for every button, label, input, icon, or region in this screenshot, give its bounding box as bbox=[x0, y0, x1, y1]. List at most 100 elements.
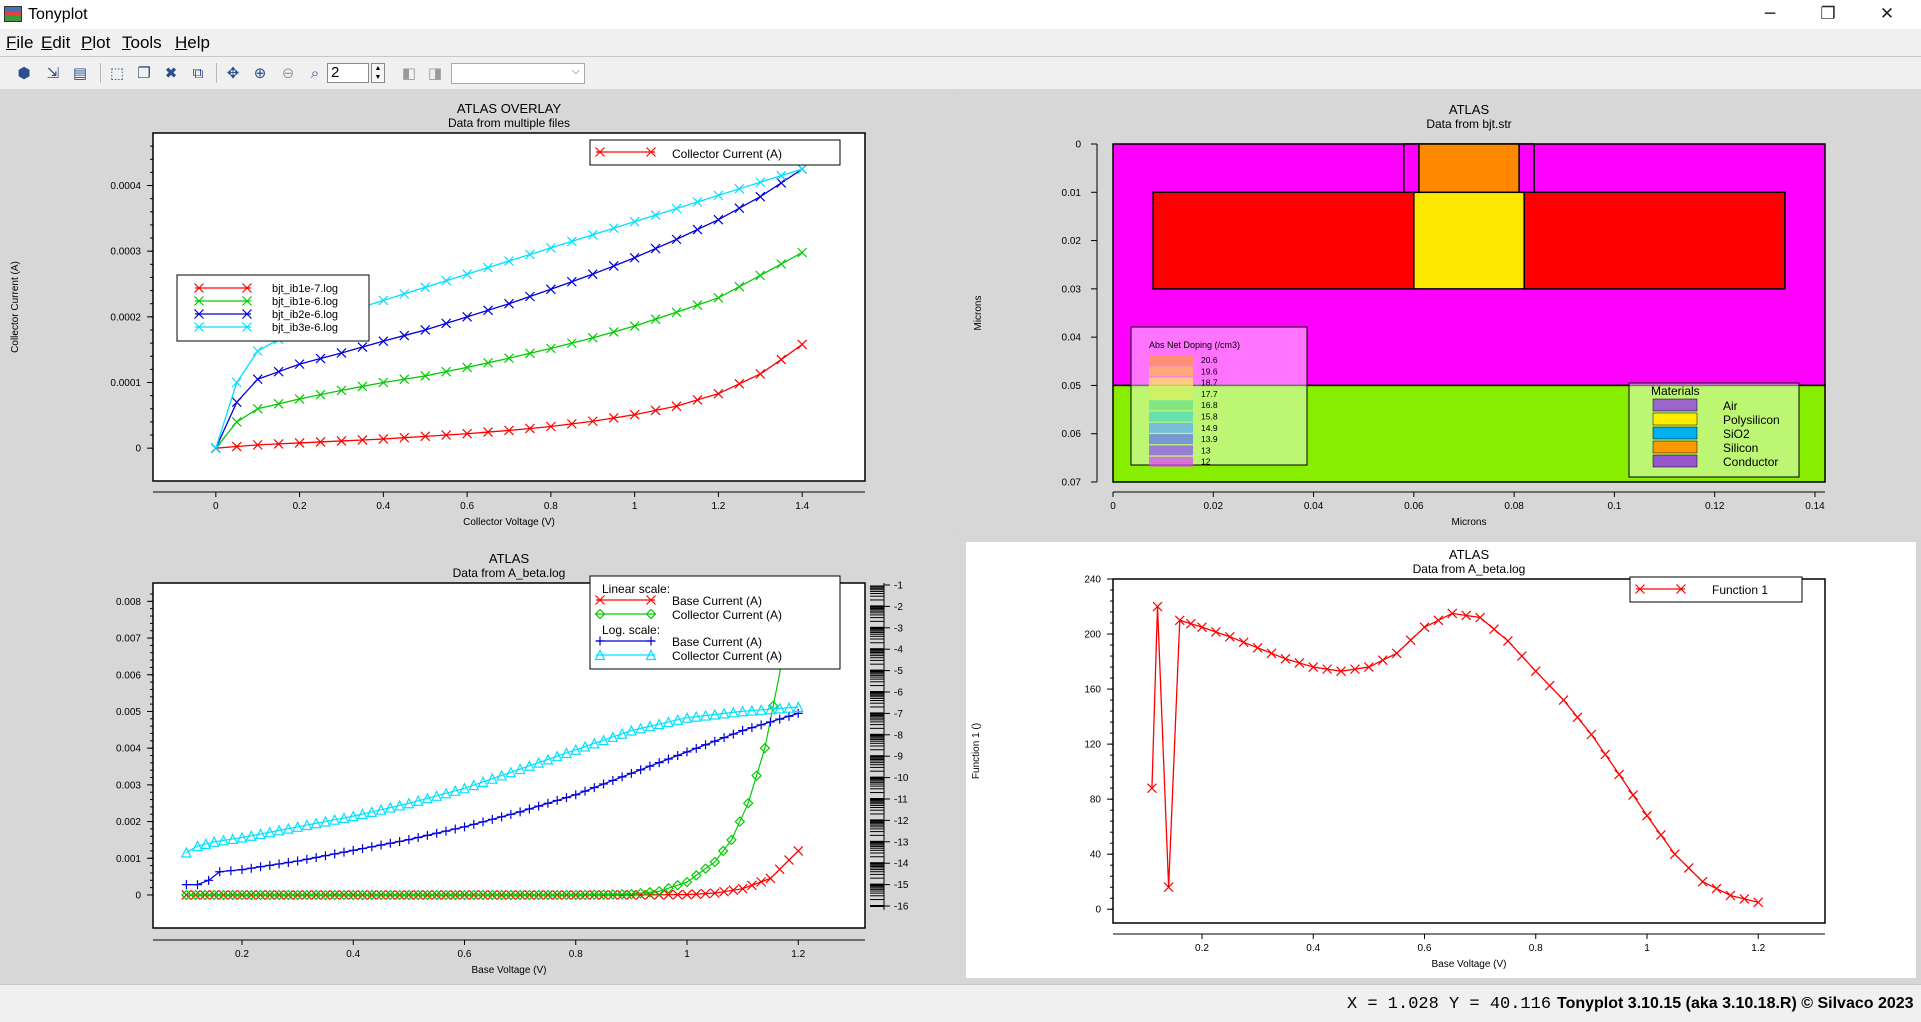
structure-x-tick-label: 0.02 bbox=[1204, 501, 1224, 512]
function-point bbox=[1753, 897, 1764, 908]
function-point bbox=[1516, 651, 1527, 661]
beta-point bbox=[227, 889, 239, 901]
function-point bbox=[1655, 830, 1666, 840]
beta-point bbox=[431, 789, 443, 801]
beta-point bbox=[690, 710, 702, 722]
overlay-point bbox=[273, 366, 284, 377]
beta-point bbox=[793, 708, 803, 718]
plot-selector-combo[interactable]: ⌵ bbox=[451, 63, 585, 84]
copy-icon[interactable]: ❐ bbox=[137, 64, 151, 82]
zoom-in-icon[interactable]: ⊕ bbox=[253, 64, 267, 82]
function-point bbox=[1586, 729, 1597, 740]
beta-point bbox=[329, 813, 341, 825]
menu-file[interactable]: File bbox=[6, 33, 33, 53]
beta-point bbox=[192, 840, 203, 852]
structure-x-tick-label: 0.06 bbox=[1404, 501, 1424, 512]
materials-legend-label-2: Polysilicon bbox=[1723, 413, 1780, 427]
overlay-point bbox=[441, 430, 452, 440]
overlay-point bbox=[399, 374, 410, 385]
beta-point bbox=[193, 880, 202, 890]
function-point bbox=[1322, 664, 1333, 675]
structure-x-label: Microns bbox=[1451, 517, 1486, 528]
structure-y-label: Microns bbox=[973, 295, 984, 330]
menu-plot[interactable]: Plot bbox=[81, 33, 110, 53]
beta-point bbox=[653, 885, 665, 897]
overlay-plot-panel[interactable]: ATLAS OVERLAY Data from multiple files 0 0.… bbox=[0, 89, 958, 533]
overlay-point bbox=[336, 436, 347, 446]
beta-plot-panel[interactable]: ATLAS Data from A_beta.log 0.2 0.4 0.6 0.8 1 1.… bbox=[0, 538, 958, 984]
beta-x-tick-label: 0.6 bbox=[458, 949, 472, 960]
beta-point bbox=[681, 876, 693, 888]
beta-point bbox=[385, 838, 395, 848]
materials-legend-swatch bbox=[1652, 412, 1698, 426]
overlay-point bbox=[587, 332, 598, 343]
print-icon[interactable]: ▤ bbox=[72, 64, 88, 82]
menu-help[interactable]: Help bbox=[175, 33, 210, 53]
pan-icon[interactable]: ✥ bbox=[226, 64, 240, 82]
copy-stack-icon[interactable]: ⧉ bbox=[192, 64, 204, 82]
function-point bbox=[1433, 615, 1444, 626]
overlay-point bbox=[713, 388, 724, 399]
doping-legend-label-7: 14.9 bbox=[1201, 423, 1218, 433]
delete-icon[interactable]: ✖ bbox=[164, 64, 178, 82]
beta-point bbox=[700, 863, 711, 875]
overlay-point bbox=[734, 203, 745, 214]
beta-point bbox=[486, 889, 498, 901]
beta-point bbox=[747, 723, 757, 733]
beta-point bbox=[460, 822, 469, 832]
overlay-top-legend-label: Collector Current (A) bbox=[672, 147, 782, 161]
menu-edit[interactable]: Edit bbox=[41, 33, 70, 53]
function-x-tick-label: 0.8 bbox=[1529, 943, 1543, 954]
beta-point bbox=[505, 889, 517, 901]
function-y-tick-label: 200 bbox=[1084, 630, 1101, 641]
zoom-out-icon[interactable]: ⊖ bbox=[281, 64, 295, 82]
beta-point bbox=[486, 772, 498, 784]
prev-frame-icon[interactable]: ◧ bbox=[401, 64, 417, 82]
overlay-point bbox=[399, 432, 410, 443]
materials-legend-title: Materials bbox=[1651, 384, 1700, 398]
beta-legend-label-3: Base Current (A) bbox=[672, 635, 762, 649]
zoom-level-input[interactable]: 2 bbox=[327, 63, 369, 83]
beta-point bbox=[338, 889, 350, 901]
overlay-point bbox=[797, 247, 808, 258]
beta-point bbox=[617, 772, 627, 782]
beta-point bbox=[514, 763, 526, 775]
overlay-point bbox=[650, 314, 661, 325]
overlay-point bbox=[545, 421, 556, 432]
structure-plot-panel[interactable]: ATLAS Data from bjt.str 0 0.02 0.04 0.06 0.08 0… bbox=[961, 89, 1921, 533]
overlay-point bbox=[420, 371, 431, 381]
beta-point bbox=[738, 726, 748, 736]
structure-y-tick-label: 0.05 bbox=[1062, 381, 1082, 392]
beta-y2-tick-label: -2 bbox=[894, 602, 903, 613]
minimize-button[interactable]: ─ bbox=[1764, 4, 1776, 24]
select-region-icon[interactable]: ⬚ bbox=[109, 64, 125, 82]
function-point bbox=[1461, 610, 1472, 621]
beta-point bbox=[552, 795, 562, 805]
function-legend-label: Function 1 bbox=[1712, 583, 1768, 597]
function-point bbox=[1280, 653, 1291, 664]
beta-point bbox=[718, 707, 730, 719]
menu-tools[interactable]: Tools bbox=[122, 33, 162, 53]
function-y-tick-label: 120 bbox=[1084, 740, 1101, 751]
restore-button[interactable]: ❐ bbox=[1820, 4, 1836, 24]
zoom-box-icon[interactable]: ⌕ bbox=[310, 64, 320, 82]
beta-point bbox=[449, 784, 461, 796]
function-plot-panel[interactable]: ATLAS Data from A_beta.log 0.2 0.4 0.6 0.8 1 1.… bbox=[966, 542, 1916, 978]
beta-point bbox=[255, 828, 267, 840]
close-button[interactable]: ✕ bbox=[1879, 4, 1895, 24]
overlay-point bbox=[776, 354, 787, 365]
beta-point bbox=[774, 864, 785, 875]
load-icon[interactable]: ⬢ bbox=[17, 64, 31, 82]
overlay-point bbox=[608, 223, 619, 234]
beta-point bbox=[734, 816, 746, 827]
beta-point bbox=[338, 812, 350, 824]
next-frame-icon[interactable]: ◨ bbox=[427, 64, 443, 82]
beta-point bbox=[524, 889, 535, 901]
beta-point bbox=[413, 833, 423, 843]
beta-y2-tick-label: -8 bbox=[894, 730, 903, 741]
beta-point bbox=[245, 889, 257, 901]
zoom-spinner[interactable]: ▲ ▼ bbox=[371, 63, 385, 83]
export-icon[interactable]: ⇲ bbox=[46, 64, 60, 82]
beta-point bbox=[570, 743, 582, 755]
overlay-y-tick-label: 0.0003 bbox=[110, 247, 141, 258]
